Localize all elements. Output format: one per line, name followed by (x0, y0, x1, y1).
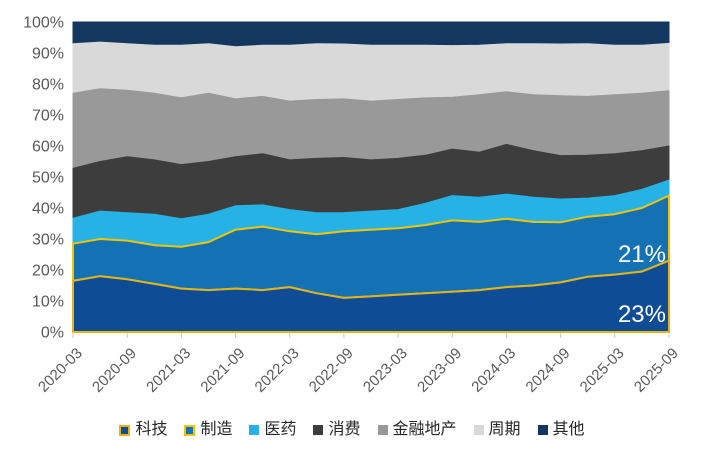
y-axis-label: 10% (32, 294, 64, 311)
y-axis-label: 100% (23, 15, 64, 32)
finance-realestate-series-swatch-icon (377, 425, 388, 435)
area-other (72, 21, 670, 48)
x-axis-label: 2023-03 (360, 345, 411, 396)
y-axis-label: 90% (32, 46, 64, 63)
pharma-series-swatch-icon (249, 425, 260, 435)
legend-item-tech: 科技 (119, 422, 167, 438)
legend-item-other: 其他 (537, 421, 585, 438)
consumer-series-swatch-icon (313, 425, 324, 435)
x-axis-label: 2021-03 (143, 345, 194, 396)
legend-label: 消费 (328, 421, 361, 438)
area-cyclical (72, 41, 670, 102)
legend-label: 科技 (135, 421, 168, 438)
y-axis-label: 50% (32, 170, 64, 187)
y-axis-label: 80% (32, 77, 64, 94)
x-axis-label: 2024-09 (523, 345, 574, 396)
y-axis-label: 40% (32, 201, 64, 218)
y-axis-label: 60% (32, 139, 64, 156)
annotation-23pct: 23% (618, 301, 666, 328)
chart-legend: 科技 制造 医药 消费 金融地产 周期 其他 (0, 422, 704, 438)
area-tech (72, 259, 670, 333)
legend-label: 周期 (488, 421, 521, 438)
x-axis-label: 2024-03 (468, 345, 519, 396)
y-axis-label: 20% (32, 263, 64, 280)
legend-item-consumer: 消费 (313, 421, 361, 438)
x-axis-label: 2025-03 (577, 345, 628, 396)
legend-item-manufacturing: 制造 (184, 422, 232, 438)
annotation-21pct: 21% (618, 241, 666, 268)
legend-item-pharma: 医药 (249, 422, 296, 438)
x-axis-label: 2022-09 (306, 345, 357, 396)
y-axis-label: 30% (32, 232, 64, 249)
legend-item-finance-realestate: 金融地产 (377, 421, 457, 438)
legend-item-cyclical: 周期 (473, 421, 521, 438)
x-axis-label: 2023-09 (414, 345, 465, 396)
other-series-swatch-icon (537, 425, 548, 435)
legend-label: 金融地产 (392, 421, 457, 438)
tech-series-swatch-icon (119, 424, 131, 436)
x-axis-label: 2020-09 (89, 345, 140, 396)
cyclical-series-swatch-icon (473, 425, 484, 435)
x-axis-label: 2022-03 (252, 345, 303, 396)
legend-label: 制造 (200, 421, 233, 438)
y-axis-label: 0% (41, 325, 64, 342)
legend-label: 其他 (552, 421, 585, 438)
x-axis-label: 2021-09 (197, 345, 248, 396)
x-axis-label: 2020-03 (35, 345, 86, 396)
x-axis-label: 2025-09 (631, 345, 682, 396)
y-axis-label: 70% (32, 108, 64, 125)
legend-label: 医药 (264, 421, 297, 438)
manufacturing-series-swatch-icon (184, 424, 196, 436)
